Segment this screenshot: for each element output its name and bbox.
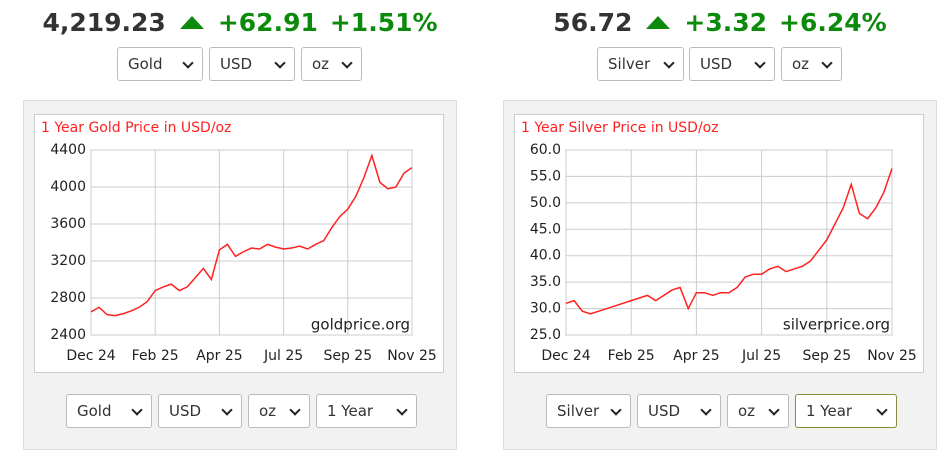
y-tick-label: 55.0 bbox=[530, 168, 561, 184]
metal-select[interactable]: Gold bbox=[117, 47, 203, 81]
chart-title: 1 Year Silver Price in USD/oz bbox=[521, 120, 719, 136]
watermark: silverprice.org bbox=[783, 316, 890, 334]
metal-select[interactable]: Gold bbox=[66, 394, 152, 428]
up-arrow bbox=[179, 16, 204, 29]
change: +3.32 bbox=[684, 8, 768, 37]
x-tick-label: Apr 25 bbox=[673, 348, 719, 364]
up-arrow bbox=[646, 16, 671, 29]
price: 56.72 bbox=[553, 8, 633, 37]
unit-select[interactable]: oz bbox=[781, 47, 842, 81]
range-select[interactable]: 1 Year bbox=[795, 394, 897, 428]
x-tick-label: Apr 25 bbox=[196, 348, 242, 364]
plot-area bbox=[565, 149, 893, 336]
y-tick-label: 30.0 bbox=[530, 301, 561, 317]
y-tick-label: 25.0 bbox=[530, 327, 561, 343]
price-line bbox=[90, 153, 413, 317]
range-select[interactable]: 1 Year bbox=[316, 394, 417, 428]
y-tick-label: 2800 bbox=[50, 290, 86, 306]
price: 4,219.23 bbox=[42, 8, 166, 37]
watermark: goldprice.org bbox=[311, 316, 410, 334]
chart-title: 1 Year Gold Price in USD/oz bbox=[41, 120, 231, 136]
metal-select[interactable]: Silver bbox=[546, 394, 631, 428]
y-tick-label: 4400 bbox=[50, 142, 86, 158]
currency-select[interactable]: USD bbox=[158, 394, 242, 428]
y-tick-label: 45.0 bbox=[530, 221, 561, 237]
x-tick-label: Jul 25 bbox=[263, 348, 303, 364]
x-tick-label: Nov 25 bbox=[867, 348, 917, 364]
currency-select[interactable]: USD bbox=[209, 47, 295, 81]
x-tick-label: Nov 25 bbox=[387, 348, 437, 364]
x-tick-label: Sep 25 bbox=[802, 348, 851, 364]
x-tick-label: Feb 25 bbox=[132, 348, 179, 364]
silver-header: 56.72 +3.32 +6.24% bbox=[503, 8, 937, 37]
unit-select[interactable]: oz bbox=[727, 394, 789, 428]
y-tick-label: 3200 bbox=[50, 253, 86, 269]
x-tick-label: Sep 25 bbox=[323, 348, 372, 364]
y-tick-label: 35.0 bbox=[530, 274, 561, 290]
unit-select[interactable]: oz bbox=[301, 47, 362, 81]
currency-select[interactable]: USD bbox=[689, 47, 775, 81]
gold-chart: 1 Year Gold Price in USD/oz 2400 2800 3200 3… bbox=[34, 114, 444, 373]
price-line bbox=[565, 168, 893, 315]
y-tick-label: 4000 bbox=[50, 179, 86, 195]
percent: +6.24% bbox=[779, 8, 887, 37]
currency-select[interactable]: USD bbox=[637, 394, 721, 428]
metal-select[interactable]: Silver bbox=[597, 47, 684, 81]
x-tick-label: Jul 25 bbox=[741, 348, 781, 364]
unit-select[interactable]: oz bbox=[248, 394, 310, 428]
x-tick-label: Dec 24 bbox=[541, 348, 590, 364]
y-tick-label: 3600 bbox=[50, 216, 86, 232]
x-tick-label: Feb 25 bbox=[608, 348, 655, 364]
percent: +1.51% bbox=[329, 8, 438, 37]
y-tick-label: 50.0 bbox=[530, 195, 561, 211]
y-tick-label: 2400 bbox=[50, 327, 86, 343]
change: +62.91 bbox=[217, 8, 318, 37]
y-tick-label: 60.0 bbox=[530, 142, 561, 158]
gold-header: 4,219.23 +62.91 +1.51% bbox=[23, 8, 457, 37]
silver-chart: 1 Year Silver Price in USD/oz 25.0 30.0 35.… bbox=[514, 114, 924, 373]
y-tick-label: 40.0 bbox=[530, 248, 561, 264]
x-tick-label: Dec 24 bbox=[66, 348, 115, 364]
